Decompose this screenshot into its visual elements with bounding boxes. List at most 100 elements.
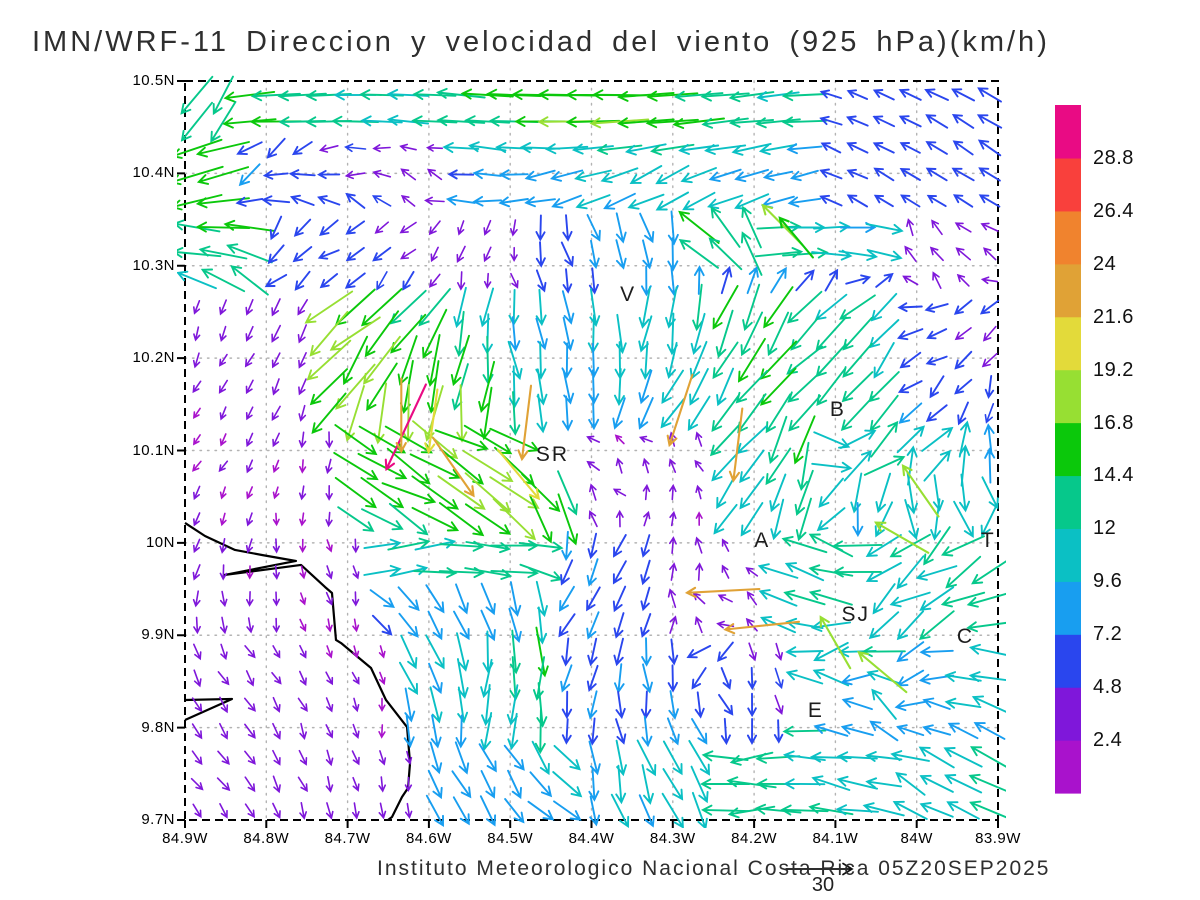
wind-vector-arrow — [325, 671, 334, 686]
wind-vector-arrow — [786, 290, 823, 324]
wind-vector-arrow — [708, 168, 742, 183]
wind-vector-arrow — [831, 540, 883, 552]
wind-vector-arrow — [586, 460, 600, 471]
wind-vector-arrow — [694, 459, 704, 472]
wind-vector-arrow — [797, 441, 810, 492]
wind-vector-arrow — [212, 75, 234, 116]
wind-vector-arrow — [865, 534, 902, 558]
wind-vector-arrow — [351, 591, 360, 607]
wind-vector-arrow — [425, 584, 445, 614]
wind-vector-arrow — [875, 272, 894, 288]
wind-vector-arrow — [326, 645, 333, 659]
colorbar — [1055, 105, 1081, 794]
wind-vector-arrow — [691, 791, 708, 828]
wind-vector-arrow — [954, 327, 972, 341]
wind-vector-arrow — [747, 666, 757, 691]
wind-vector-arrow — [272, 749, 281, 766]
wind-vector-arrow — [196, 166, 250, 185]
wind-vector-arrow — [299, 592, 307, 606]
wind-vector-arrow — [219, 590, 228, 608]
wind-vector-arrow — [403, 715, 415, 748]
wind-vector-arrow — [509, 391, 521, 436]
wind-vector-arrow — [773, 719, 784, 744]
wind-vector-arrow — [489, 427, 540, 452]
wind-vector-arrow — [896, 610, 925, 641]
wind-vector-arrow — [180, 75, 214, 115]
wind-vector-arrow — [615, 764, 627, 805]
wind-vector-arrow — [456, 384, 468, 443]
wind-vector-arrow — [613, 637, 624, 667]
wind-vector-arrow — [220, 643, 228, 661]
wind-vector-arrow — [325, 431, 334, 449]
wind-vector-arrow — [638, 435, 653, 443]
wind-vector-arrow — [246, 565, 254, 580]
wind-vector-arrow — [352, 723, 360, 739]
wind-vector-arrow — [518, 541, 564, 553]
wind-vector-arrow — [745, 617, 758, 632]
wind-vector-arrow — [400, 634, 418, 670]
wind-vector-arrow — [325, 802, 334, 820]
wind-vector-arrow — [575, 194, 611, 210]
wind-vector-arrow — [897, 380, 923, 394]
wind-vector-arrow — [210, 100, 237, 143]
colorbar-band — [1055, 740, 1081, 794]
wind-vector-arrow — [246, 617, 254, 634]
wind-vector-arrow — [534, 708, 546, 755]
wind-vector-arrow — [666, 717, 680, 746]
wind-vector-arrow — [839, 429, 877, 449]
wind-vector-arrow — [925, 167, 948, 182]
wind-vector-arrow — [411, 115, 458, 127]
wind-vector-arrow — [535, 214, 546, 242]
wind-vector-arrow — [693, 265, 705, 295]
wind-vector-arrow — [589, 239, 600, 270]
wind-vector-arrow — [230, 265, 269, 296]
wind-vector-arrow — [640, 341, 652, 380]
wind-vector-arrow — [371, 614, 393, 636]
wind-vector-arrow — [266, 137, 286, 159]
wind-vector-arrow — [865, 223, 904, 235]
wind-vector-arrow — [309, 368, 349, 406]
wind-vector-arrow — [613, 367, 625, 407]
wind-vector-arrow — [483, 219, 492, 236]
colorbar-band — [1055, 105, 1081, 159]
wind-vector-arrow — [838, 294, 876, 320]
wind-vector-arrow — [721, 564, 730, 579]
wind-vector-arrow — [191, 697, 203, 713]
wind-vector-arrow — [428, 273, 441, 288]
wind-vector-arrow — [507, 340, 523, 381]
wind-vector-arrow — [535, 241, 546, 268]
wind-vector-arrow — [219, 512, 227, 527]
wind-vector-arrow — [589, 288, 601, 327]
wind-vector-arrow — [372, 246, 392, 262]
wind-vector-arrow — [399, 359, 414, 415]
wind-vector-arrow — [813, 723, 849, 737]
wind-vector-arrow — [325, 511, 333, 528]
wind-vector-arrow — [781, 90, 827, 102]
wind-vector-arrow — [782, 750, 826, 762]
wind-vector-arrow — [980, 222, 999, 232]
wind-vector-arrow — [294, 270, 311, 291]
wind-vector-arrow — [610, 793, 630, 828]
wind-vector-arrow — [983, 423, 995, 455]
wind-vector-arrow — [787, 196, 822, 208]
wind-vector-arrow — [378, 802, 387, 820]
wind-vector-arrow — [665, 286, 678, 329]
wind-vector-arrow — [345, 220, 366, 235]
wind-vector-arrow — [850, 472, 863, 514]
wind-vector-arrow — [245, 538, 254, 554]
wind-vector-arrow — [682, 191, 716, 211]
wind-vector-arrow — [325, 697, 334, 713]
wind-vector-arrow — [642, 663, 653, 694]
wind-vector-arrow — [795, 497, 812, 542]
wind-vector-arrow — [690, 312, 706, 356]
wind-vector-arrow — [561, 637, 572, 667]
wind-vector-arrow — [723, 620, 801, 635]
wind-vector-arrow — [745, 567, 759, 577]
wind-vector-arrow — [767, 311, 790, 357]
wind-vector-arrow — [919, 774, 954, 793]
wind-vector-arrow — [478, 743, 497, 773]
wind-vector-arrow — [898, 88, 922, 101]
wind-vector-arrow — [454, 310, 466, 358]
wind-vector-arrow — [298, 352, 307, 369]
wind-vector-arrow — [424, 196, 445, 206]
